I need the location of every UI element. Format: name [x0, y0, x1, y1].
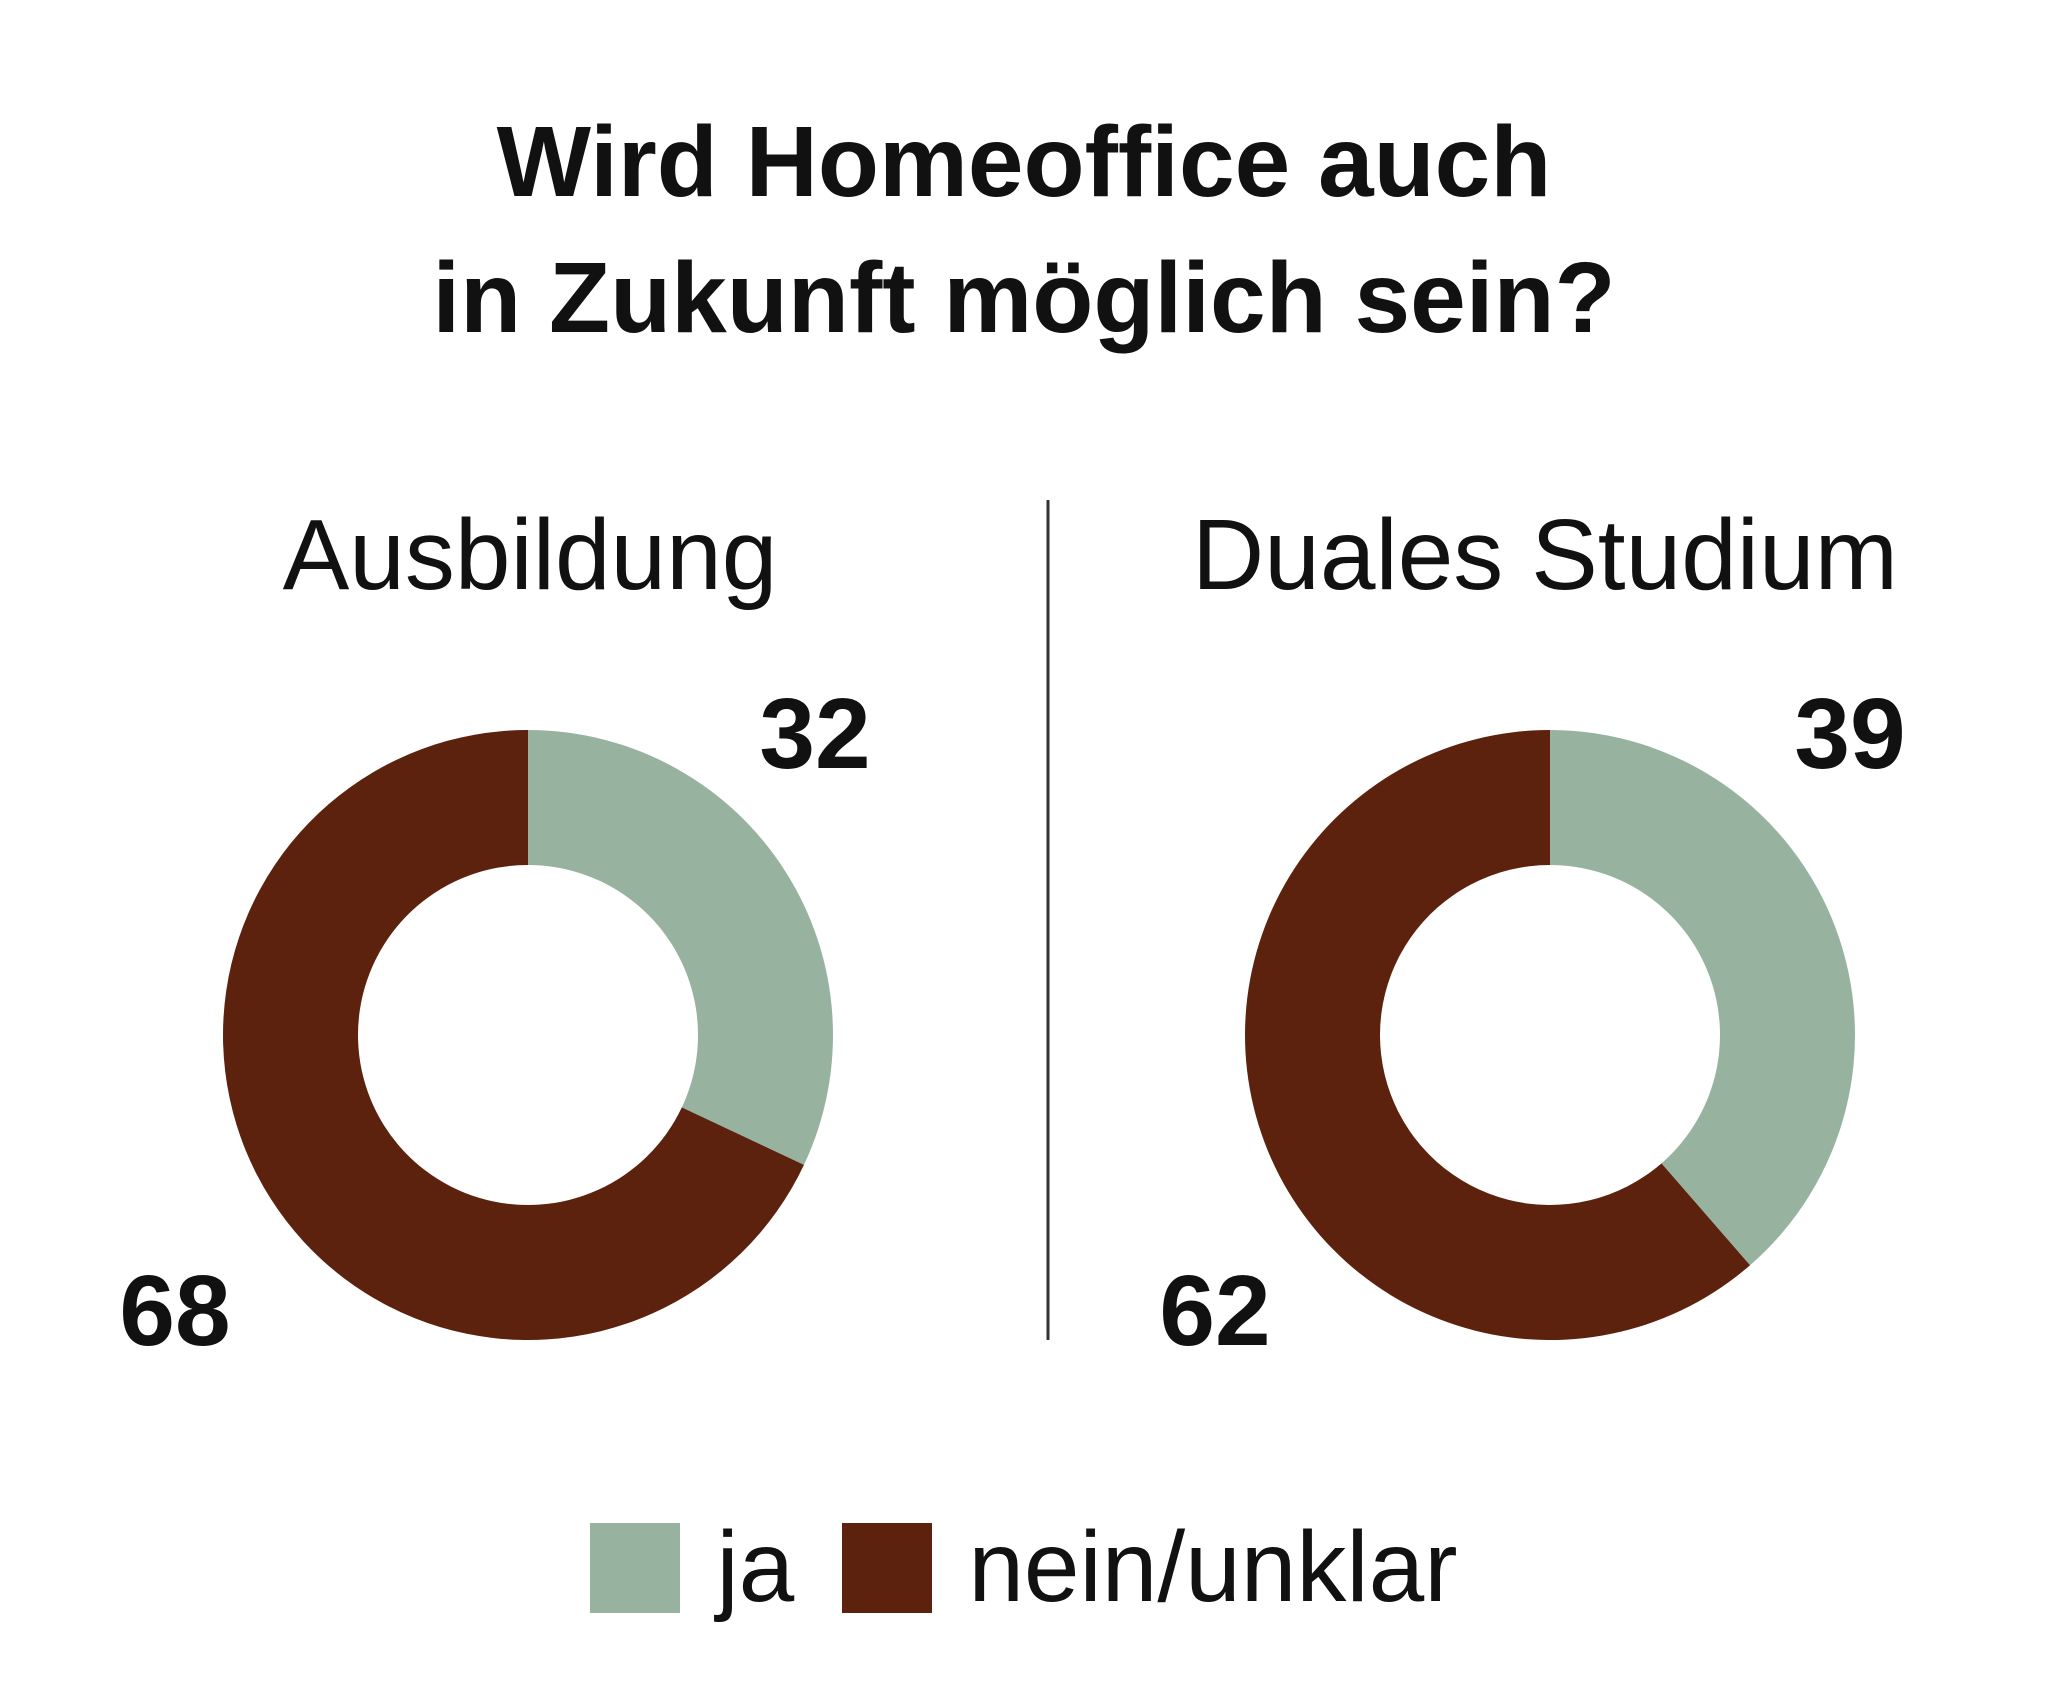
donut-slice-duales-studium-nein — [1245, 730, 1751, 1340]
data-label-duales-studium-nein: 62 — [1159, 1255, 1270, 1367]
legend-item-nein: nein/unklar — [842, 1510, 1458, 1625]
chart-title-duales-studium: Duales Studium — [1192, 499, 1898, 611]
legend-item-ja: ja — [590, 1510, 794, 1625]
legend-swatch-nein — [842, 1522, 933, 1613]
legend-label-nein: nein/unklar — [968, 1511, 1458, 1623]
data-label-ausbildung-nein: 68 — [119, 1255, 230, 1367]
donut-duales-studium: 39 62 — [1159, 678, 1905, 1367]
figure-title-line-2: in Zukunft möglich sein? — [432, 242, 1616, 354]
figure-title-line-1: Wird Homeoffice auch — [496, 106, 1552, 218]
legend: ja nein/unklar — [0, 1510, 2048, 1625]
donut-slice-ausbildung-ja — [528, 730, 833, 1165]
legend-label-ja: ja — [716, 1511, 795, 1623]
data-label-ausbildung-ja: 32 — [759, 678, 870, 790]
chart-title-ausbildung: Ausbildung — [282, 499, 778, 611]
donut-ausbildung: 32 68 — [119, 678, 870, 1367]
donut-slice-duales-studium-ja — [1550, 730, 1855, 1266]
legend-swatch-ja — [590, 1522, 681, 1613]
donut-slice-ausbildung-nein — [222, 730, 804, 1340]
data-label-duales-studium-ja: 39 — [1794, 678, 1905, 790]
